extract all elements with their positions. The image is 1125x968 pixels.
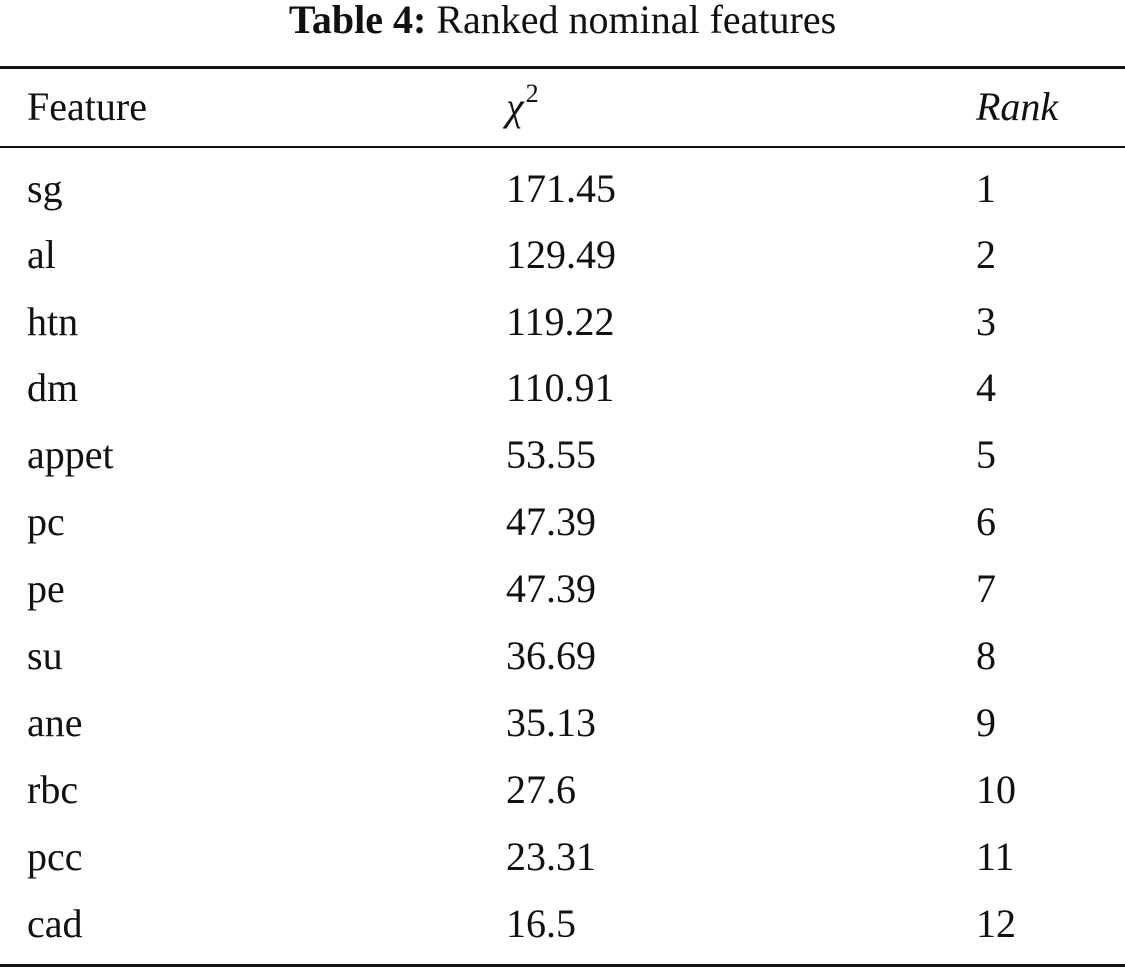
table-row: appet 53.55 5 (0, 422, 1125, 488)
cell-feature: pcc (27, 834, 83, 879)
header-rank: Rank (976, 84, 1059, 129)
cell-chi-squared: 47.39 (506, 566, 596, 611)
table-row: sg 171.45 1 (0, 156, 1125, 222)
cell-feature: htn (27, 299, 79, 344)
table-row: pc 47.39 6 (0, 489, 1125, 555)
cell-feature: rbc (27, 767, 79, 812)
cell-rank: 4 (976, 365, 996, 410)
cell-chi-squared: 129.49 (506, 232, 616, 277)
caption-label: Table 4: (288, 0, 427, 42)
cell-feature: al (27, 232, 56, 277)
table-row: pcc 23.31 11 (0, 824, 1125, 890)
cell-chi-squared: 36.69 (506, 633, 596, 678)
cell-rank: 11 (976, 834, 1015, 879)
bottom-rule (0, 964, 1125, 967)
cell-chi-squared: 35.13 (506, 700, 596, 745)
cell-chi-squared: 47.39 (506, 499, 596, 544)
table-row: cad 16.5 12 (0, 891, 1125, 957)
cell-feature: pe (27, 566, 65, 611)
cell-chi-squared: 110.91 (506, 365, 615, 410)
cell-rank: 5 (976, 432, 996, 477)
cell-rank: 12 (976, 901, 1016, 946)
cell-feature: ane (27, 700, 83, 745)
cell-chi-squared: 171.45 (506, 166, 616, 211)
table-row: ane 35.13 9 (0, 690, 1125, 756)
table-caption: Table 4: Ranked nominal features (0, 0, 1125, 40)
table-row: al 129.49 2 (0, 222, 1125, 288)
chi-symbol: χ (506, 84, 524, 129)
header-feature: Feature (27, 84, 147, 129)
cell-rank: 7 (976, 566, 996, 611)
header-rule (0, 146, 1125, 148)
cell-rank: 2 (976, 232, 996, 277)
cell-feature: cad (27, 901, 83, 946)
cell-rank: 8 (976, 633, 996, 678)
cell-chi-squared: 119.22 (506, 299, 615, 344)
table-row: rbc 27.6 10 (0, 757, 1125, 823)
top-rule (0, 66, 1125, 69)
cell-feature: su (27, 633, 63, 678)
cell-chi-squared: 16.5 (506, 901, 576, 946)
cell-feature: appet (27, 432, 114, 477)
cell-feature: dm (27, 365, 79, 410)
cell-chi-squared: 53.55 (506, 432, 596, 477)
cell-rank: 6 (976, 499, 996, 544)
cell-rank: 9 (976, 700, 996, 745)
table-row: dm 110.91 4 (0, 355, 1125, 421)
table-row: pe 47.39 7 (0, 556, 1125, 622)
table-header-row: Feature χ2 Rank (0, 74, 1125, 140)
header-chi-squared: χ2 (506, 74, 539, 145)
cell-chi-squared: 23.31 (506, 834, 596, 879)
table-row: su 36.69 8 (0, 623, 1125, 689)
caption-text: Ranked nominal features (436, 0, 837, 42)
cell-rank: 1 (976, 166, 996, 211)
cell-chi-squared: 27.6 (506, 767, 576, 812)
cell-feature: sg (27, 166, 63, 211)
cell-rank: 3 (976, 299, 996, 344)
cell-rank: 10 (976, 767, 1016, 812)
cell-feature: pc (27, 499, 65, 544)
table-row: htn 119.22 3 (0, 289, 1125, 355)
chi-exponent: 2 (525, 79, 539, 108)
